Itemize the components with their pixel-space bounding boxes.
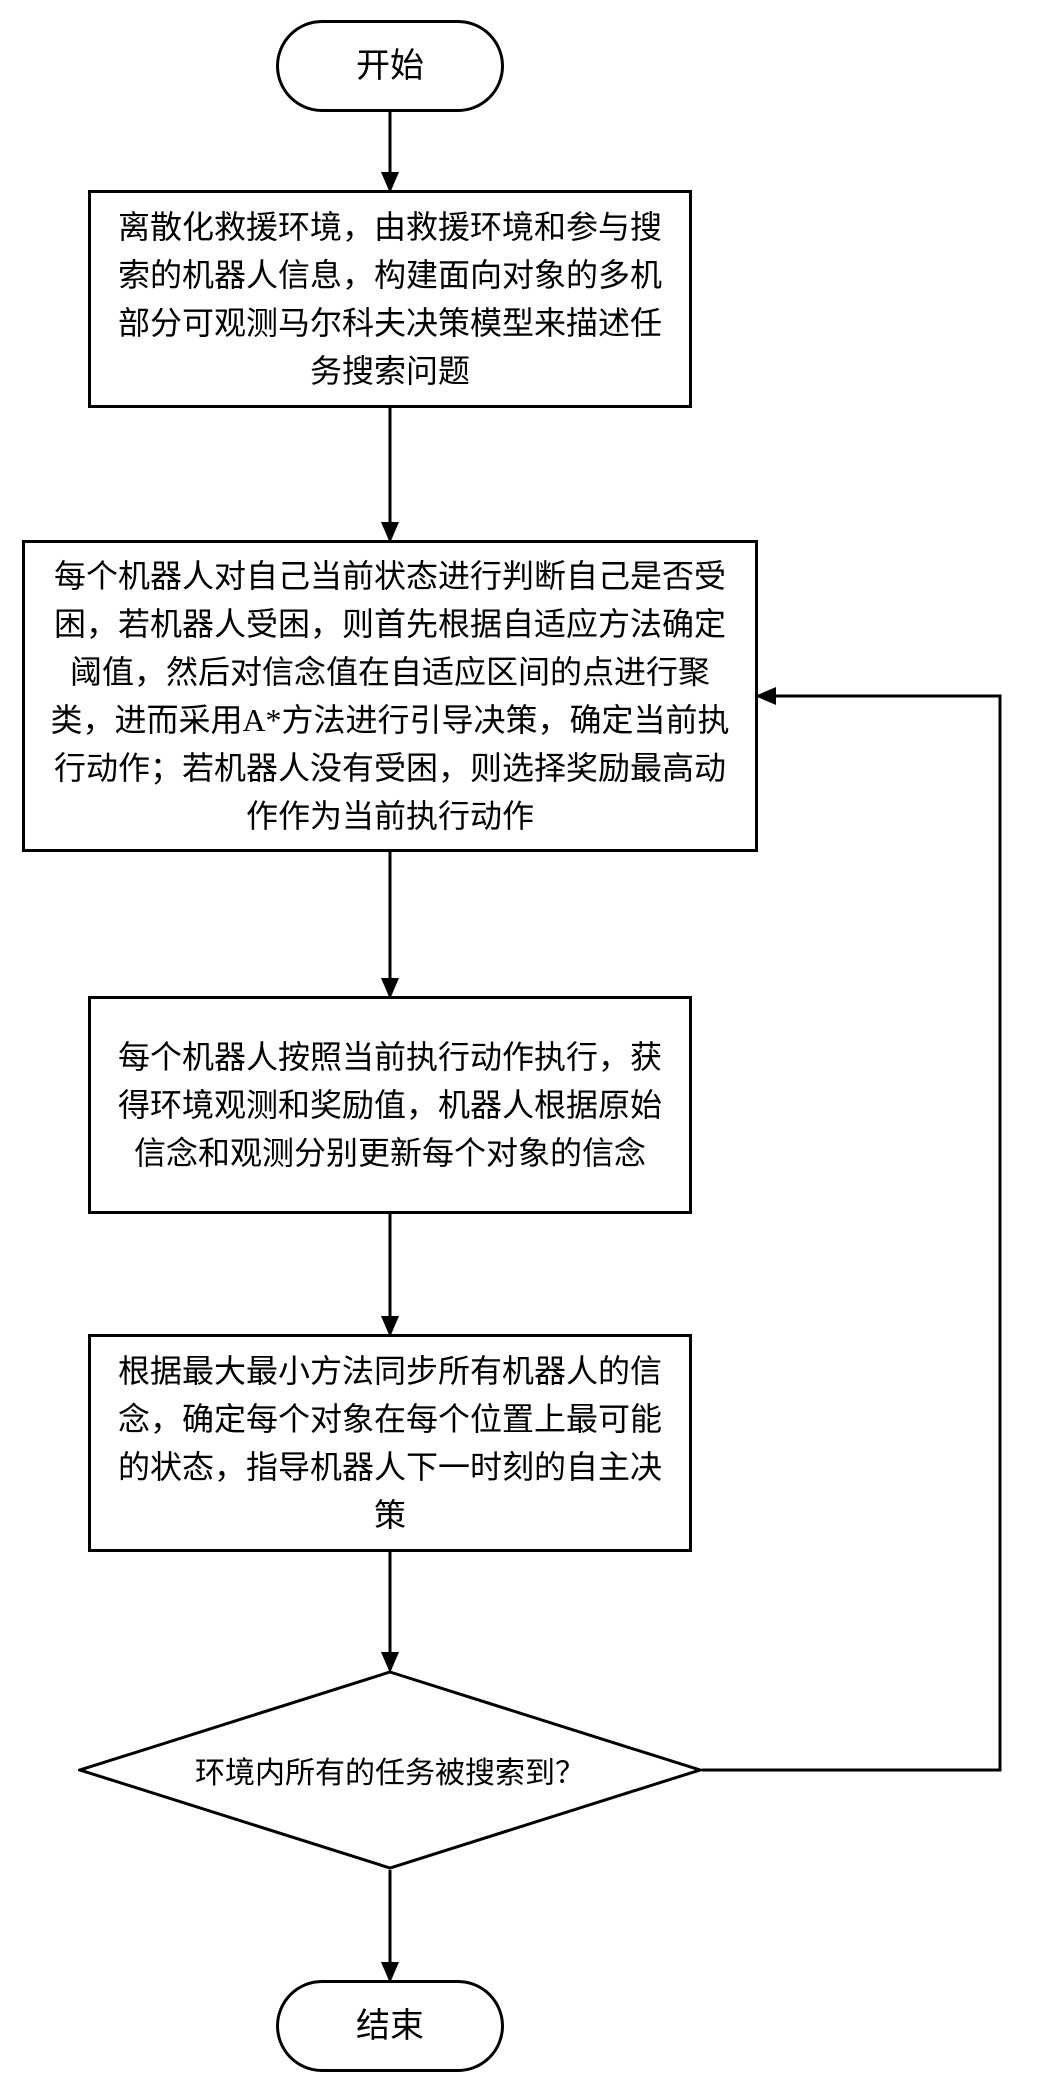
start-terminator: 开始 [276,20,504,112]
end-label: 结束 [356,2001,424,2052]
flowchart-canvas: 开始 离散化救援环境，由救援环境和参与搜索的机器人信息，构建面向对象的多机部分可… [0,0,1059,2099]
edge-decision-to-step2 [702,696,1000,1770]
step1-process: 离散化救援环境，由救援环境和参与搜索的机器人信息，构建面向对象的多机部分可观测马… [88,190,692,408]
decision-label: 环境内所有的任务被搜索到？ [195,1748,585,1792]
step2-label: 每个机器人对自己当前状态进行判断自己是否受困，若机器人受困，则首先根据自适应方法… [45,552,735,840]
step1-label: 离散化救援环境，由救援环境和参与搜索的机器人信息，构建面向对象的多机部分可观测马… [109,203,671,395]
step4-label: 根据最大最小方法同步所有机器人的信念，确定每个对象在每个位置上最可能的状态，指导… [109,1347,671,1539]
step3-label: 每个机器人按照当前执行动作执行，获得环境观测和奖励值，机器人根据原始信念和观测分… [109,1033,671,1177]
start-label: 开始 [356,41,424,92]
step4-process: 根据最大最小方法同步所有机器人的信念，确定每个对象在每个位置上最可能的状态，指导… [88,1334,692,1552]
end-terminator: 结束 [276,1980,504,2072]
decision-node: 环境内所有的任务被搜索到？ [78,1670,702,1870]
step2-process: 每个机器人对自己当前状态进行判断自己是否受困，若机器人受困，则首先根据自适应方法… [22,540,758,852]
step3-process: 每个机器人按照当前执行动作执行，获得环境观测和奖励值，机器人根据原始信念和观测分… [88,996,692,1214]
